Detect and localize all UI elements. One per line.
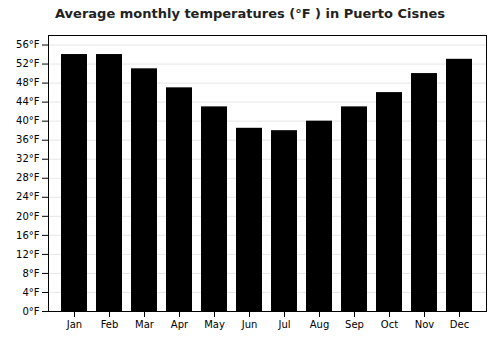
svg-text:16°F: 16°F: [16, 230, 40, 241]
svg-text:24°F: 24°F: [16, 191, 40, 202]
svg-text:Jun: Jun: [241, 319, 258, 330]
svg-text:May: May: [204, 319, 225, 330]
svg-text:8°F: 8°F: [22, 268, 39, 279]
svg-text:40°F: 40°F: [16, 115, 40, 126]
svg-text:52°F: 52°F: [16, 58, 40, 69]
html-text:Average monthly temperatures (: Average monthly temperatures (°F ) in Pu…: [55, 6, 445, 21]
svg-text:32°F: 32°F: [16, 153, 40, 164]
svg-text:28°F: 28°F: [16, 172, 40, 183]
svg-text:Apr: Apr: [171, 319, 189, 330]
svg-text:Sep: Sep: [345, 319, 364, 330]
svg-text:44°F: 44°F: [16, 96, 40, 107]
svg-text:Dec: Dec: [450, 319, 469, 330]
svg-text:0°F: 0°F: [22, 306, 39, 317]
svg-text:Jan: Jan: [66, 319, 82, 330]
svg-text:Mar: Mar: [135, 319, 155, 330]
svg-text:Aug: Aug: [310, 319, 330, 330]
svg-text:48°F: 48°F: [16, 77, 40, 88]
svg-text:Feb: Feb: [101, 319, 119, 330]
svg-text:12°F: 12°F: [16, 249, 40, 260]
svg-text:56°F: 56°F: [16, 39, 40, 50]
svg-text:4°F: 4°F: [22, 287, 39, 298]
svg-text:20°F: 20°F: [16, 211, 40, 222]
svg-text:36°F: 36°F: [16, 134, 40, 145]
svg-text:Oct: Oct: [381, 319, 398, 330]
svg-text:Jul: Jul: [277, 319, 290, 330]
svg-text:Nov: Nov: [415, 319, 435, 330]
